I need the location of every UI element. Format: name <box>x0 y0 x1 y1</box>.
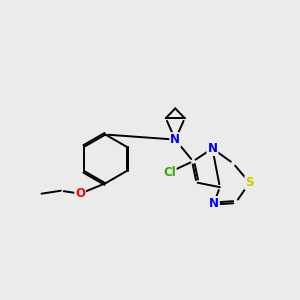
Text: N: N <box>207 142 218 155</box>
Text: O: O <box>75 187 85 200</box>
Text: Cl: Cl <box>163 166 176 179</box>
Text: N: N <box>170 133 180 146</box>
Text: S: S <box>245 176 254 189</box>
Text: N: N <box>209 197 219 210</box>
